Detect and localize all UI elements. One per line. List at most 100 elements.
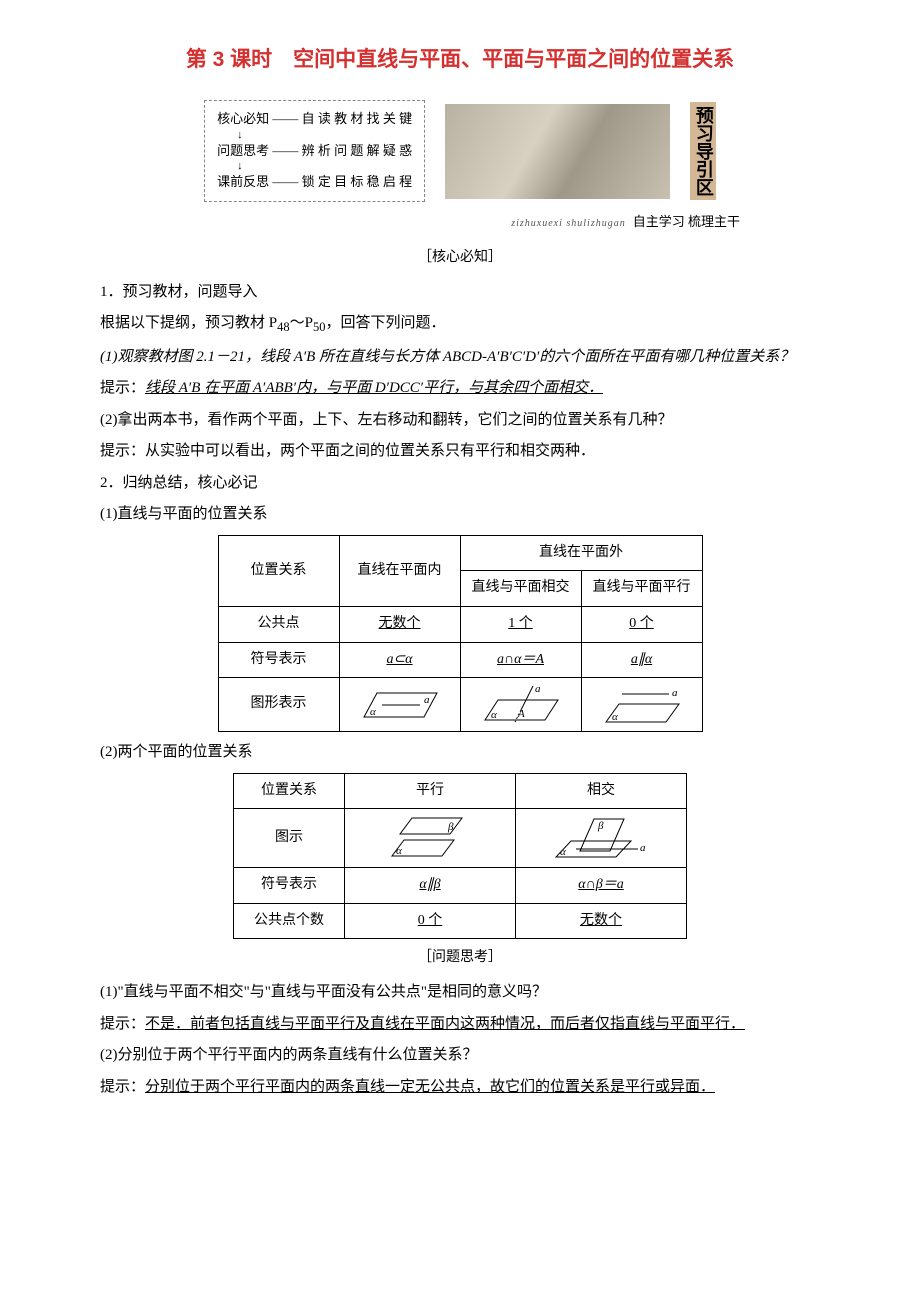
flow-r2a: 问题思考 bbox=[217, 141, 269, 162]
th2-int: 相交 bbox=[516, 773, 687, 809]
para-2: 根据以下提纲，预习教材 P48～P50，回答下列问题． bbox=[70, 309, 850, 340]
pts2-par-val: 0 个 bbox=[418, 913, 443, 928]
flow-r1a: 核心必知 bbox=[217, 109, 269, 130]
flow-diagram: 核心必知 —— 自 读 教 材 找 关 键 ↓ 问题思考 —— 辨 析 问 题 … bbox=[204, 100, 425, 202]
p2-sub2: 50 bbox=[313, 320, 326, 334]
planes-parallel-icon: β α bbox=[380, 814, 480, 862]
flow-r2b: 辨 析 问 题 解 疑 惑 bbox=[302, 141, 413, 162]
flow-arrow-2: ↓ bbox=[237, 161, 412, 172]
flow-r3b: 锁 定 目 标 稳 启 程 bbox=[302, 172, 413, 193]
r-pts: 公共点 bbox=[218, 607, 339, 643]
pts-x-val: 1 个 bbox=[508, 616, 533, 631]
r2-sym: 符号表示 bbox=[234, 868, 345, 904]
svg-text:β: β bbox=[597, 820, 604, 832]
svg-text:A: A bbox=[517, 708, 525, 720]
para-3: (1)观察教材图 2.1－21，线段 A′B 所在直线与长方体 ABCD-A′B… bbox=[70, 343, 850, 372]
flow-r1b: 自 读 教 材 找 关 键 bbox=[302, 109, 413, 130]
para-4: 提示：线段 A′B 在平面 A′ABB′内，与平面 D′DCC′平行，与其余四个… bbox=[70, 374, 850, 403]
sym-in: a⊂α bbox=[339, 642, 460, 678]
planes-intersect-icon: β α a bbox=[546, 813, 656, 863]
para-6: 提示：从实验中可以看出，两个平面之间的位置关系只有平行和相交两种． bbox=[70, 437, 850, 466]
table-row: 位置关系 直线在平面内 直线在平面外 bbox=[218, 535, 702, 571]
th2-pos: 位置关系 bbox=[234, 773, 345, 809]
sym-p: a∥α bbox=[581, 642, 702, 678]
table-line-plane: 位置关系 直线在平面内 直线在平面外 直线与平面相交 直线与平面平行 公共点 无… bbox=[218, 535, 703, 732]
fig-in-plane: a α bbox=[339, 678, 460, 732]
pts-in-val: 无数个 bbox=[379, 616, 421, 631]
table-row: 位置关系 平行 相交 bbox=[234, 773, 687, 809]
flow-row-3: 课前反思 —— 锁 定 目 标 稳 启 程 bbox=[217, 172, 412, 193]
q1a-text: 不是．前者包括直线与平面平行及直线在平面内这两种情况，而后者仅指直线与平面平行． bbox=[145, 1016, 745, 1032]
q2a-text: 分别位于两个平行平面内的两条直线一定无公共点，故它们的位置关系是平行或异面． bbox=[145, 1079, 715, 1095]
table-row: 图示 β α β α a bbox=[234, 809, 687, 868]
r2-pts: 公共点个数 bbox=[234, 903, 345, 939]
th-out: 直线在平面外 bbox=[460, 535, 702, 571]
lesson-title: 第 3 课时 空间中直线与平面、平面与平面之间的位置关系 bbox=[70, 40, 850, 80]
para-8: (1)直线与平面的位置关系 bbox=[70, 500, 850, 529]
plane-line-in-icon: a α bbox=[352, 685, 447, 725]
table-plane-plane: 位置关系 平行 相交 图示 β α β α a 符号表示 α∥β bbox=[233, 773, 687, 940]
svg-text:a: a bbox=[672, 687, 678, 699]
svg-text:α: α bbox=[491, 709, 497, 721]
header-row: 核心必知 —— 自 读 教 材 找 关 键 ↓ 问题思考 —— 辨 析 问 题 … bbox=[70, 100, 850, 202]
sym2-int: α∩β＝a bbox=[516, 868, 687, 904]
plane-line-parallel-icon: a α bbox=[594, 682, 689, 727]
table-row: 符号表示 a⊂α a∩α＝A a∥α bbox=[218, 642, 702, 678]
flow-sep: —— bbox=[272, 172, 298, 193]
th2-par: 平行 bbox=[345, 773, 516, 809]
pts-x: 1 个 bbox=[460, 607, 581, 643]
r2-fig: 图示 bbox=[234, 809, 345, 868]
pts2-int: 无数个 bbox=[516, 903, 687, 939]
svg-text:β: β bbox=[447, 821, 454, 833]
q2: (2)分别位于两个平行平面内的两条直线有什么位置关系？ bbox=[70, 1041, 850, 1070]
pts-p-val: 0 个 bbox=[629, 616, 654, 631]
fig-intersect-plane: a A α bbox=[460, 678, 581, 732]
sym2-par-val: α∥β bbox=[419, 877, 440, 892]
th-pos: 位置关系 bbox=[218, 535, 339, 606]
p4-prefix: 提示： bbox=[100, 380, 145, 396]
para-1: 1．预习教材，问题导入 bbox=[70, 278, 850, 307]
para-7: 2．归纳总结，核心必记 bbox=[70, 469, 850, 498]
q2-answer: 提示：分别位于两个平行平面内的两条直线一定无公共点，故它们的位置关系是平行或异面… bbox=[70, 1073, 850, 1102]
q1a-prefix: 提示： bbox=[100, 1016, 145, 1032]
fig-planes-intersect: β α a bbox=[516, 809, 687, 868]
pts-p: 0 个 bbox=[581, 607, 702, 643]
q1: (1)"直线与平面不相交"与"直线与平面没有公共点"是相同的意义吗？ bbox=[70, 978, 850, 1007]
para-9: (2)两个平面的位置关系 bbox=[70, 738, 850, 767]
section-think: ［问题思考］ bbox=[70, 945, 850, 972]
sym-p-val: a∥α bbox=[631, 652, 652, 667]
table-row: 公共点 无数个 1 个 0 个 bbox=[218, 607, 702, 643]
table-row: 公共点个数 0 个 无数个 bbox=[234, 903, 687, 939]
svg-text:a: a bbox=[424, 694, 430, 706]
th-out2: 直线与平面平行 bbox=[581, 571, 702, 607]
flow-sep: —— bbox=[272, 141, 298, 162]
flow-arrow-1: ↓ bbox=[237, 130, 412, 141]
p3-text: (1)观察教材图 2.1－21，线段 A′B 所在直线与长方体 ABCD-A′B… bbox=[100, 349, 794, 365]
fig-parallel-plane: a α bbox=[581, 678, 702, 732]
vertical-section-label: 预习导引区 bbox=[690, 102, 716, 200]
plane-line-intersect-icon: a A α bbox=[473, 682, 568, 727]
p2a: 根据以下提纲，预习教材 P bbox=[100, 315, 277, 331]
flow-sep: —— bbox=[272, 109, 298, 130]
flow-row-1: 核心必知 —— 自 读 教 材 找 关 键 bbox=[217, 109, 412, 130]
svg-text:a: a bbox=[640, 842, 646, 854]
p4-answer: 线段 A′B 在平面 A′ABB′内，与平面 D′DCC′平行，与其余四个面相交… bbox=[145, 380, 603, 396]
pts2-par: 0 个 bbox=[345, 903, 516, 939]
sym2-int-val: α∩β＝a bbox=[578, 877, 623, 892]
svg-text:α: α bbox=[560, 846, 566, 858]
p2b: ～P bbox=[290, 315, 313, 331]
sym-in-val: a⊂α bbox=[386, 652, 412, 667]
svg-text:α: α bbox=[370, 706, 376, 718]
table-row: 符号表示 α∥β α∩β＝a bbox=[234, 868, 687, 904]
sub-caption-pinyin: zizhuxuexi shulizhugan bbox=[511, 218, 626, 229]
sym-x: a∩α＝A bbox=[460, 642, 581, 678]
sub-caption: zizhuxuexi shulizhugan 自主学习 梳理主干 bbox=[70, 210, 740, 235]
flow-r3a: 课前反思 bbox=[217, 172, 269, 193]
header-photo bbox=[445, 104, 670, 199]
para-5: (2)拿出两本书，看作两个平面，上下、左右移动和翻转，它们之间的位置关系有几种？ bbox=[70, 406, 850, 435]
q2a-prefix: 提示： bbox=[100, 1079, 145, 1095]
sub-caption-cn: 自主学习 梳理主干 bbox=[633, 214, 740, 229]
th-in: 直线在平面内 bbox=[339, 535, 460, 606]
r-fig: 图形表示 bbox=[218, 678, 339, 732]
sym-x-val: a∩α＝A bbox=[497, 652, 544, 667]
